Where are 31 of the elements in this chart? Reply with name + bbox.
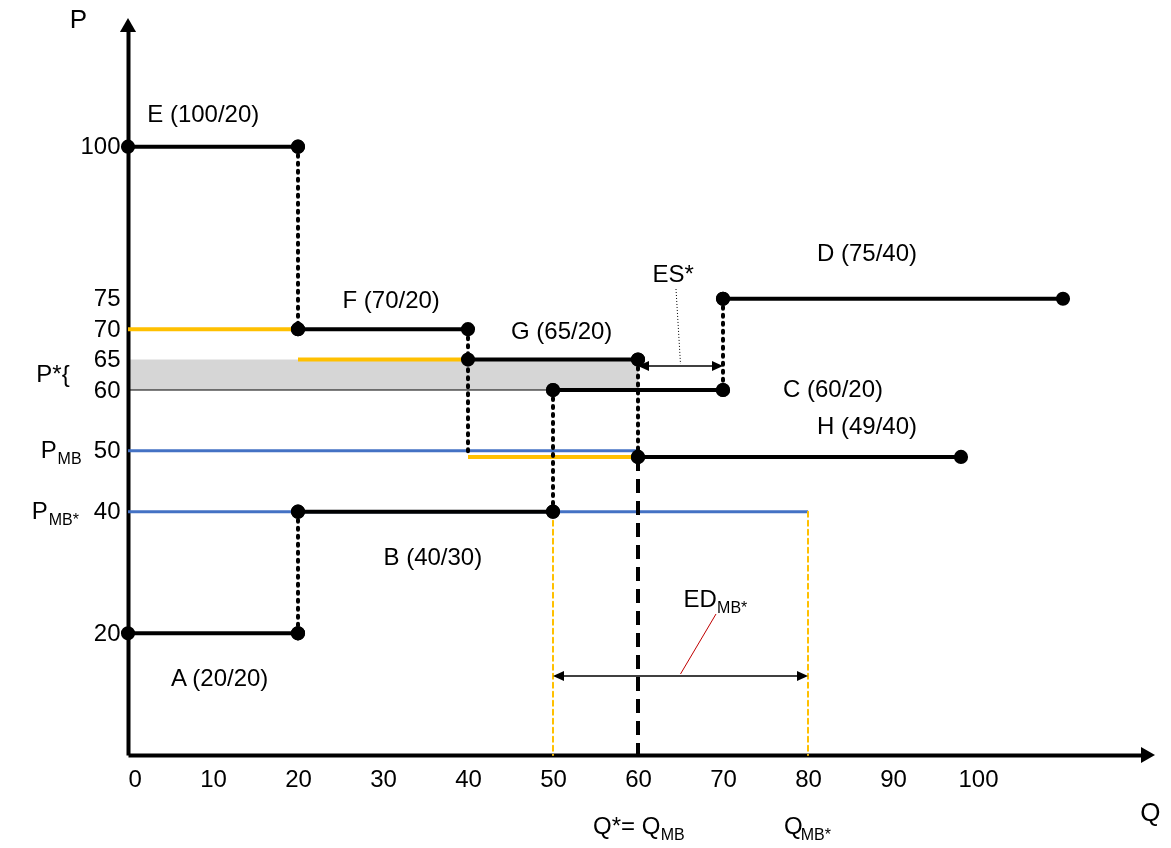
x-tick-label: 10 xyxy=(200,764,227,792)
y-tick-label: 50 xyxy=(93,436,121,464)
annotation: E (100/20) xyxy=(147,99,260,127)
x-tick-label: 80 xyxy=(795,764,822,792)
y-tick-label: 20 xyxy=(93,618,121,646)
annotation: C (60/20) xyxy=(783,375,884,402)
y-axis-title: P xyxy=(69,3,88,34)
x-axis-title: Q xyxy=(1140,796,1161,827)
annotation: ES* xyxy=(652,260,694,287)
annotation: A (20/20) xyxy=(170,664,269,692)
x-tick-label: 0 xyxy=(128,764,142,792)
x-tick-label: 100 xyxy=(958,764,999,792)
y-tick-label: 100 xyxy=(80,132,121,160)
y-tick-label: 75 xyxy=(93,284,121,312)
x-tick-label: 30 xyxy=(370,764,397,792)
annotation: D (75/40) xyxy=(816,238,918,266)
annotation: F (70/20) xyxy=(342,286,440,314)
y-tick-label: 40 xyxy=(93,497,121,525)
y-tick-label: 65 xyxy=(93,345,121,373)
x-tick-label: 40 xyxy=(455,764,482,792)
x-tick-label: 50 xyxy=(540,764,567,792)
x-tick-label: 20 xyxy=(285,764,312,792)
x-tick-label: 90 xyxy=(880,764,907,792)
annotation: H (49/40) xyxy=(816,411,918,439)
annotation: G (65/20) xyxy=(510,316,613,344)
annotation: P*{ xyxy=(36,359,70,387)
y-tick-label: 70 xyxy=(93,314,121,342)
x-tick-label: 70 xyxy=(710,764,737,792)
x-tick-label: 60 xyxy=(625,764,652,792)
annotation: B (40/30) xyxy=(383,542,483,570)
y-tick-label: 60 xyxy=(93,375,121,403)
